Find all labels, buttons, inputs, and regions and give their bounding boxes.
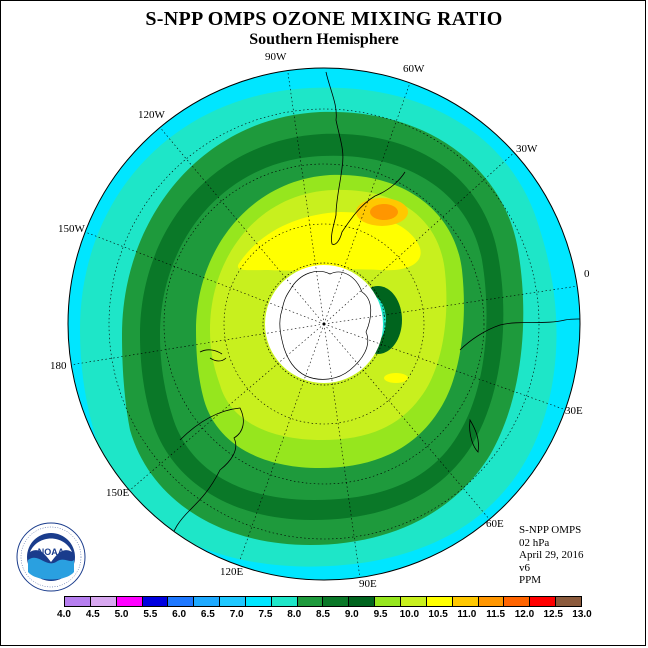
info-instrument: S-NPP OMPS — [519, 524, 582, 536]
pole-circle — [262, 262, 386, 386]
lon-label-150e: 150E — [106, 487, 130, 499]
lon-label-180: 180 — [50, 360, 67, 372]
colorbar-swatch — [194, 597, 221, 606]
colorbar-swatch — [245, 597, 272, 606]
colorbar-swatch — [400, 597, 427, 606]
colorbar-tick-label: 7.5 — [258, 609, 273, 620]
lon-label-60e: 60E — [486, 518, 504, 530]
lon-label-0: 0 — [584, 268, 590, 280]
colorbar-tick-label: 7.0 — [229, 609, 244, 620]
colorbar-tick-label: 10.0 — [399, 609, 420, 620]
colorbar-swatch — [323, 597, 350, 606]
colorbar-swatch — [504, 597, 531, 606]
africa-coast — [459, 317, 580, 351]
map-subtitle: Southern Hemisphere — [249, 31, 399, 48]
antarctica-coast — [279, 271, 372, 380]
colorbar-swatch — [556, 597, 581, 606]
colorbar-tick-label: 13.0 — [572, 609, 592, 620]
info-units: PPM — [519, 574, 542, 586]
colorbar-labels: 4.0 4.5 5.0 5.5 6.0 6.5 7.0 7.5 8.0 8.5 9.0 9.5 10.0… — [57, 609, 592, 623]
madagascar-coast — [469, 418, 479, 453]
colorbar-tick-label: 9.0 — [344, 609, 359, 620]
noaa-logo-text: NOAA — [38, 547, 65, 557]
colorbar-swatch — [220, 597, 246, 606]
colorbar-swatch — [168, 597, 195, 606]
colorbar-swatch — [452, 597, 479, 606]
new-zealand-coast — [199, 349, 227, 362]
map-border — [67, 67, 581, 581]
product-info: S-NPP OMPS 02 hPa April 29, 2016 v6 PPM — [519, 524, 583, 587]
noaa-logo: NOAA — [16, 522, 86, 592]
lon-label-30w: 30W — [516, 143, 538, 155]
lon-label-90w: 90W — [265, 51, 287, 63]
map-title: S-NPP OMPS OZONE MIXING RATIO — [145, 8, 503, 30]
ozone-peak-darkorange — [370, 204, 398, 220]
colorbar-tick-label: 4.0 — [57, 609, 71, 620]
colorbar-swatch — [297, 597, 324, 606]
colorbar-tick-label: 4.5 — [85, 609, 100, 620]
info-pressure: 02 hPa — [519, 536, 550, 549]
colorbar-swatch — [375, 597, 401, 606]
colorbar-tick-label: 5.0 — [114, 609, 129, 620]
ozone-yellow-spot — [384, 373, 408, 383]
colorbar-tick-label: 5.5 — [143, 609, 158, 620]
colorbar-swatch — [142, 597, 169, 606]
colorbar-tick-label: 10.5 — [428, 609, 448, 620]
colorbar — [64, 596, 582, 607]
lon-label-90e: 90E — [359, 578, 377, 590]
colorbar-swatch — [90, 597, 117, 606]
colorbar-tick-label: 8.5 — [316, 609, 330, 620]
colorbar-tick-label: 12.0 — [514, 609, 535, 620]
south-america-coast — [325, 71, 406, 245]
colorbar-tick-label: 6.5 — [200, 609, 215, 620]
lon-label-120w: 120W — [138, 109, 165, 121]
colorbar-tick-label: 6.0 — [172, 609, 187, 620]
lon-label-60w: 60W — [403, 63, 425, 75]
lon-label-120e: 120E — [220, 566, 244, 578]
colorbar-tick-label: 9.5 — [373, 609, 388, 620]
colorbar-swatch — [349, 597, 376, 606]
colorbar-swatch — [271, 597, 298, 606]
australia-coast — [169, 407, 244, 546]
colorbar-swatch — [530, 597, 557, 606]
colorbar-swatch — [478, 597, 505, 606]
info-date: April 29, 2016 — [519, 549, 584, 561]
info-version: v6 — [519, 561, 530, 574]
colorbar-swatch — [116, 597, 143, 606]
colorbar-tick-label: 12.5 — [543, 609, 563, 620]
lon-label-150w: 150W — [58, 223, 85, 235]
lon-label-30e: 30E — [565, 405, 583, 417]
colorbar-swatch — [65, 597, 91, 606]
colorbar-swatch — [426, 597, 453, 606]
ozone-band-yellow — [237, 212, 421, 271]
colorbar-tick-label: 11.0 — [457, 609, 477, 620]
colorbar-tick-label: 11.5 — [486, 609, 506, 620]
colorbar-tick-label: 8.0 — [287, 609, 302, 620]
